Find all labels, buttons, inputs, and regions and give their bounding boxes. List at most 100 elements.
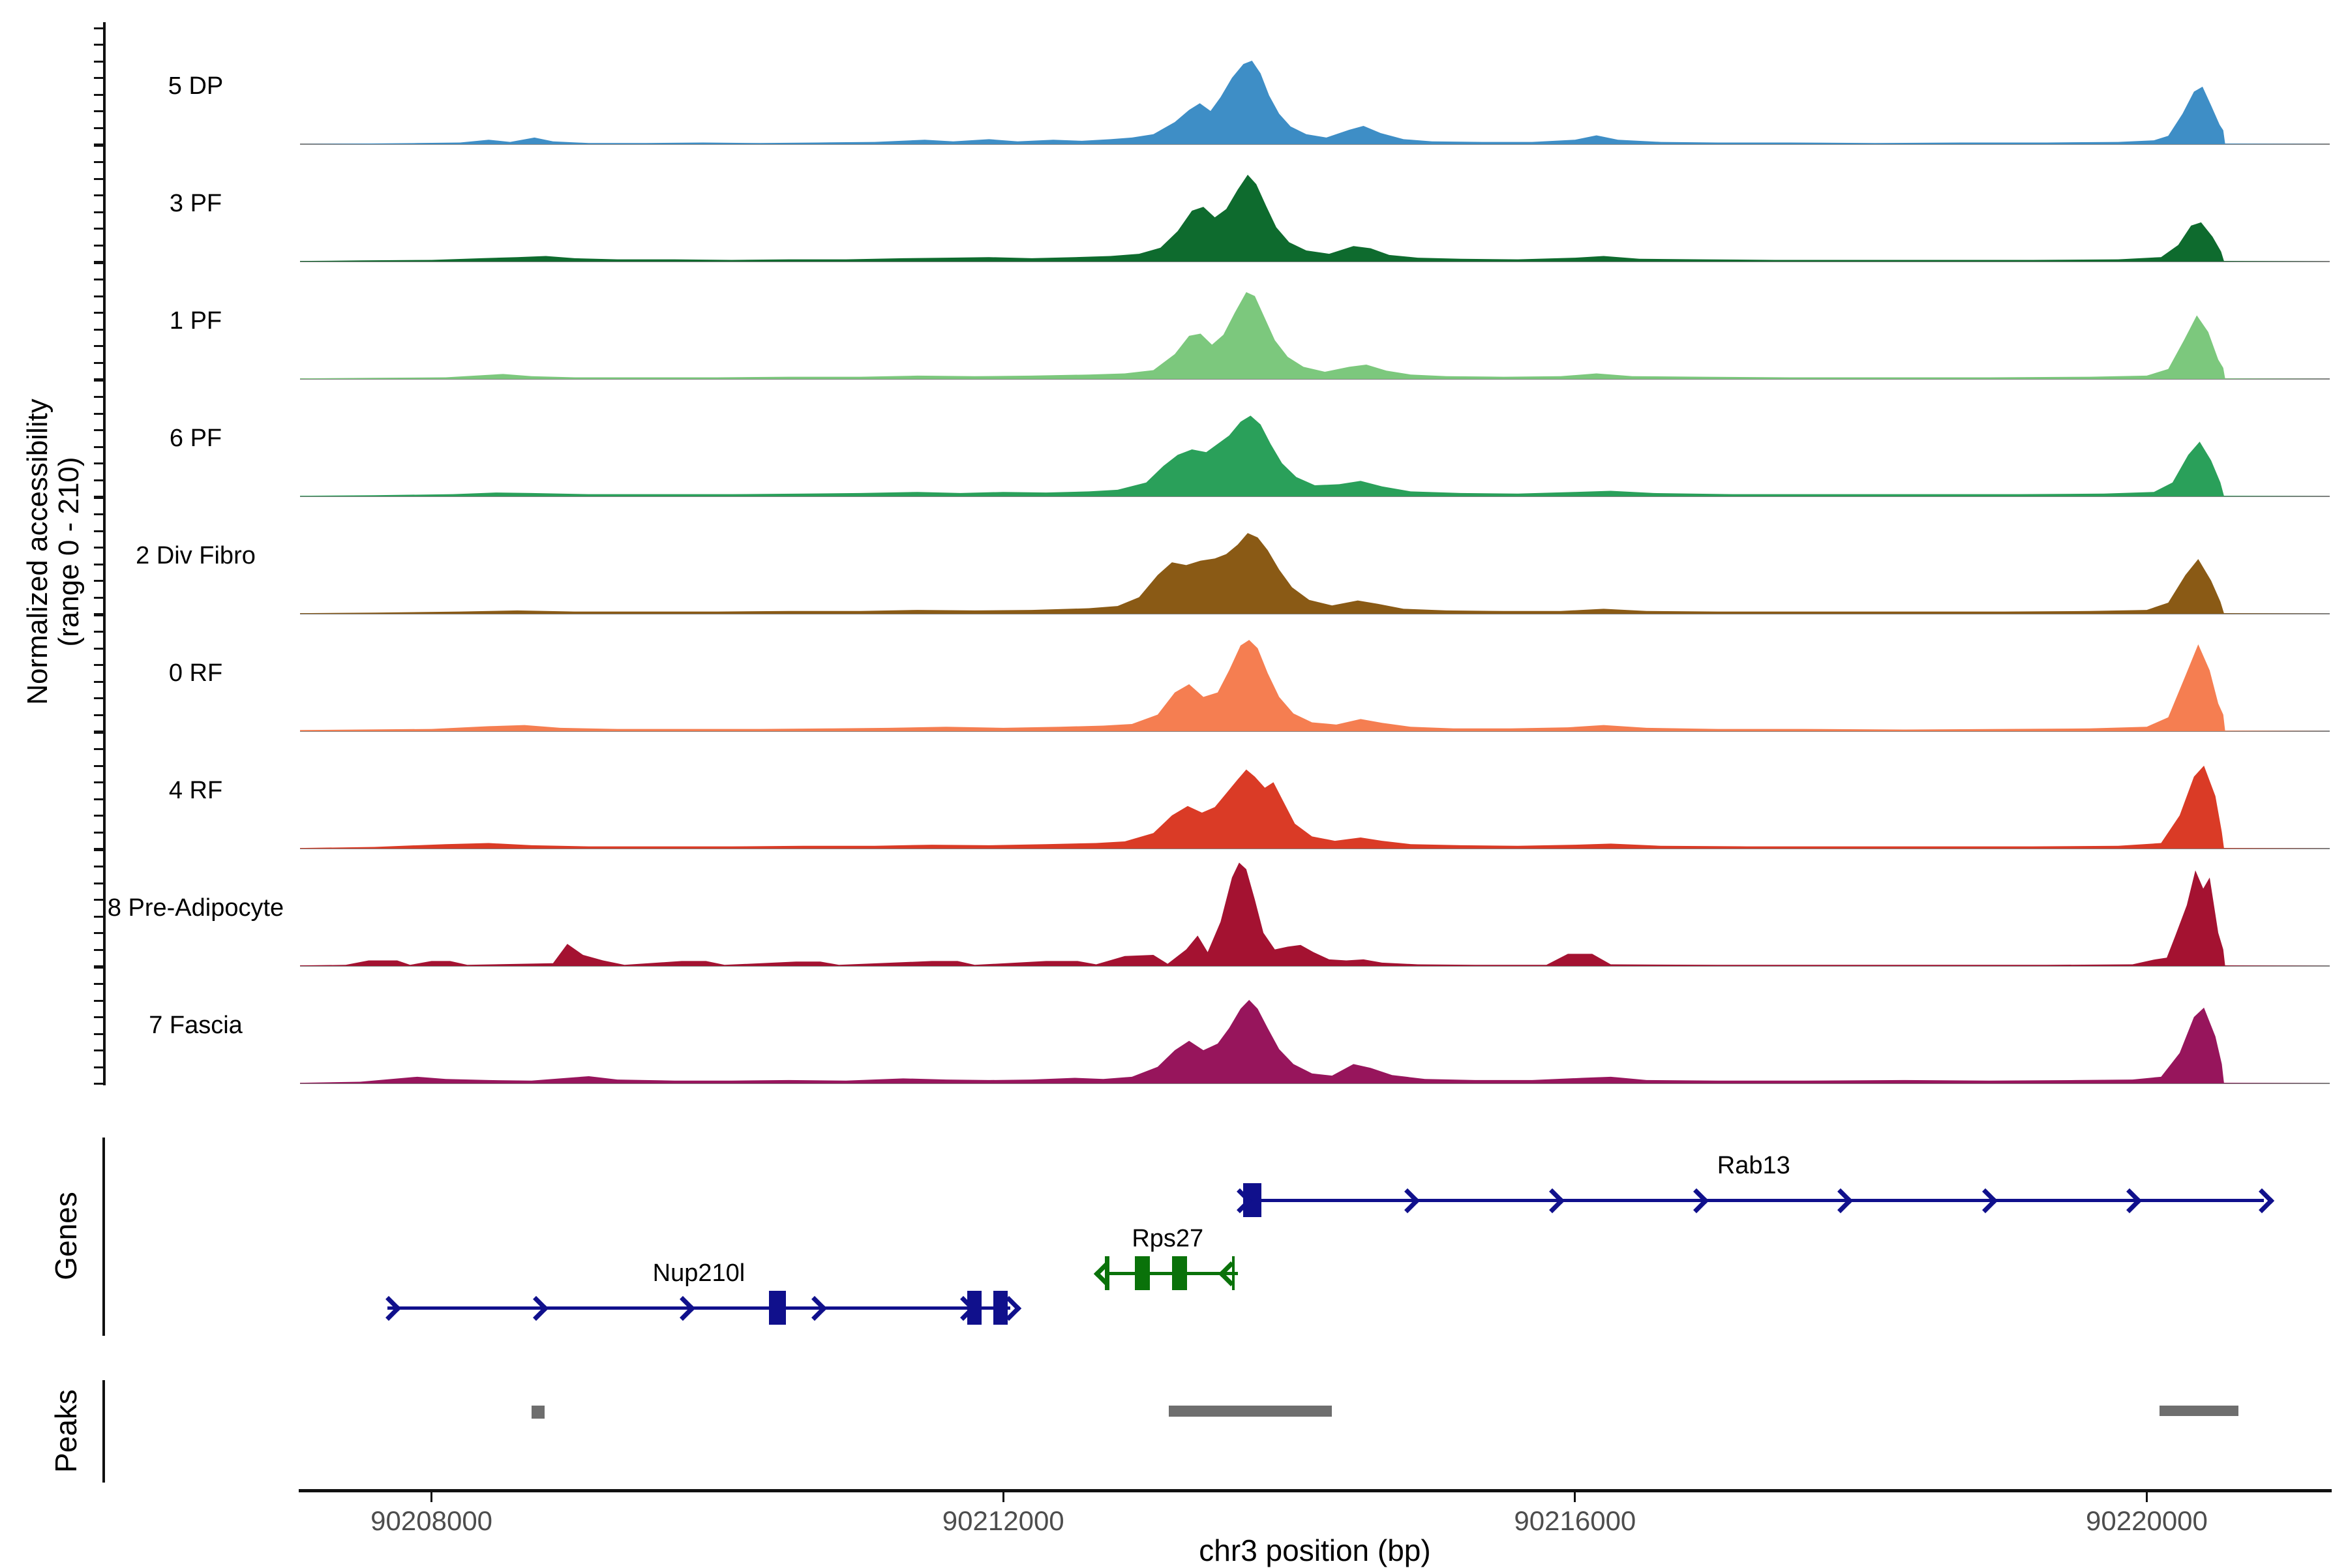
track-baseline bbox=[300, 613, 2330, 614]
y-axis-title: Normalized accessibility (range 0 - 210) bbox=[22, 258, 85, 845]
y-axis-tick bbox=[94, 849, 103, 851]
gene-strand-arrow-icon bbox=[2249, 1188, 2274, 1214]
y-axis-tick bbox=[94, 697, 103, 700]
y-axis-tick bbox=[94, 967, 103, 969]
y-axis-tick bbox=[94, 312, 103, 314]
gene-strand-arrow-icon bbox=[2117, 1188, 2143, 1214]
y-axis-tick bbox=[94, 647, 103, 650]
coverage-area-2-div-fibro bbox=[300, 533, 2330, 614]
coverage-polygon bbox=[300, 533, 2330, 614]
track-baseline bbox=[300, 731, 2330, 732]
y-axis-tick bbox=[94, 143, 103, 145]
gene-strand-arrow-icon bbox=[1395, 1188, 1421, 1214]
y-axis-tick bbox=[94, 211, 103, 213]
y-axis-tick bbox=[94, 948, 103, 951]
track-baseline bbox=[300, 261, 2330, 262]
gene-exon bbox=[1243, 1183, 1261, 1217]
coverage-polygon bbox=[300, 640, 2330, 731]
x-axis-tick-label: 90216000 bbox=[1514, 1505, 1636, 1536]
coverage-polygon bbox=[300, 292, 2330, 379]
track-label: 4 RF bbox=[168, 777, 223, 804]
y-axis-line bbox=[103, 22, 106, 1085]
y-axis-tick bbox=[94, 127, 103, 129]
y-axis-tick bbox=[94, 899, 103, 901]
gene-strand-arrow-icon bbox=[376, 1295, 401, 1321]
track-label: 6 PF bbox=[169, 425, 222, 452]
coverage-area-1-pf bbox=[300, 292, 2330, 379]
x-axis-tick-label: 90220000 bbox=[2086, 1505, 2208, 1536]
y-axis-tick bbox=[94, 77, 103, 80]
gene-strand-arrow-icon bbox=[1684, 1188, 1709, 1214]
x-axis-tick bbox=[430, 1492, 433, 1502]
y-axis-tick bbox=[94, 866, 103, 868]
coverage-area-6-pf bbox=[300, 415, 2330, 496]
y-axis-tick bbox=[94, 295, 103, 297]
gene-strand-arrow-icon bbox=[1972, 1188, 1998, 1214]
coverage-polygon bbox=[300, 61, 2330, 144]
y-axis-tick bbox=[94, 194, 103, 197]
y-axis-title-line1: Normalized accessibility bbox=[22, 399, 53, 705]
x-axis-tick bbox=[1002, 1492, 1004, 1502]
y-axis-tick bbox=[94, 882, 103, 884]
x-axis-line bbox=[299, 1489, 2332, 1492]
y-axis-tick bbox=[94, 361, 103, 364]
coverage-polygon bbox=[300, 862, 2330, 966]
y-axis-tick bbox=[94, 815, 103, 817]
gene-name-label: Rps27 bbox=[1132, 1225, 1204, 1252]
coverage-area-3-pf bbox=[300, 174, 2330, 262]
track-baseline bbox=[300, 965, 2330, 967]
y-axis-tick bbox=[94, 664, 103, 667]
y-axis-tick bbox=[94, 1049, 103, 1052]
y-axis-tick bbox=[94, 479, 103, 481]
coverage-polygon bbox=[300, 174, 2330, 262]
coverage-area-4-rf bbox=[300, 765, 2330, 849]
y-axis-title-line2: (range 0 - 210) bbox=[53, 457, 85, 647]
y-axis-tick bbox=[94, 378, 103, 380]
y-axis-tick bbox=[94, 177, 103, 180]
peak-region-bar bbox=[2160, 1406, 2238, 1416]
track-label: 1 PF bbox=[169, 307, 222, 335]
y-axis-tick bbox=[94, 764, 103, 767]
y-axis-tick bbox=[94, 228, 103, 230]
peaks-axis-line bbox=[102, 1380, 105, 1483]
gene-exon bbox=[1231, 1256, 1235, 1290]
gene-strand-arrow-icon bbox=[1539, 1188, 1565, 1214]
y-axis-tick bbox=[94, 613, 103, 615]
y-axis-tick bbox=[94, 732, 103, 734]
y-axis-tick bbox=[94, 1083, 103, 1085]
y-axis-tick bbox=[94, 965, 103, 967]
gene-body-line-nup210l bbox=[387, 1306, 1011, 1310]
y-axis-tick bbox=[94, 27, 103, 29]
gene-exon bbox=[967, 1291, 982, 1325]
y-axis-tick bbox=[94, 161, 103, 164]
y-axis-tick bbox=[94, 547, 103, 549]
y-axis-tick bbox=[94, 563, 103, 565]
gene-body-line-rps27 bbox=[1104, 1272, 1238, 1275]
y-axis-tick bbox=[94, 145, 103, 147]
gene-strand-arrow-icon bbox=[802, 1295, 828, 1321]
x-axis-tick-label: 90212000 bbox=[942, 1505, 1064, 1536]
y-axis-tick bbox=[94, 748, 103, 751]
coverage-polygon bbox=[300, 1000, 2330, 1083]
y-axis-tick bbox=[94, 345, 103, 348]
y-axis-tick bbox=[94, 831, 103, 834]
y-axis-tick bbox=[94, 380, 103, 382]
track-baseline bbox=[300, 848, 2330, 849]
y-axis-tick bbox=[94, 462, 103, 465]
peak-region-bar bbox=[1169, 1406, 1332, 1417]
y-axis-tick bbox=[94, 731, 103, 732]
y-axis-tick bbox=[94, 798, 103, 800]
track-label: 2 Div Fibro bbox=[136, 542, 256, 569]
y-axis-tick bbox=[94, 396, 103, 399]
x-axis-tick bbox=[1574, 1492, 1576, 1502]
y-axis-tick bbox=[94, 631, 103, 633]
coverage-area-8-pre-adipocyte bbox=[300, 862, 2330, 966]
y-axis-tick bbox=[94, 93, 103, 96]
y-axis-tick bbox=[94, 262, 103, 264]
y-axis-tick bbox=[94, 580, 103, 582]
gene-exon bbox=[1104, 1256, 1110, 1290]
gene-strand-arrow-icon bbox=[1828, 1188, 1854, 1214]
coverage-area-7-fascia bbox=[300, 1000, 2330, 1083]
x-axis-title: chr3 position (bp) bbox=[1199, 1533, 1431, 1567]
track-label: 5 DP bbox=[168, 72, 224, 100]
